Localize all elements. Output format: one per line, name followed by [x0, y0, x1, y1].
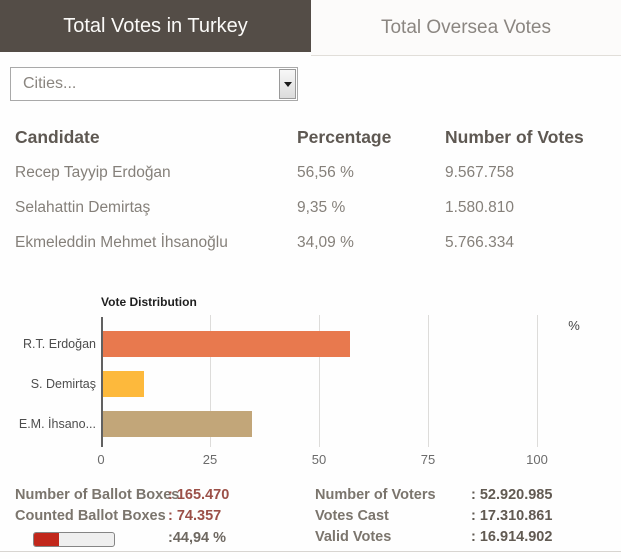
- y-axis-line: [101, 317, 103, 447]
- counted-boxes-label: Counted Ballot Boxes: [15, 508, 166, 524]
- bar-1: [103, 371, 144, 397]
- voters-label: Number of Voters: [315, 487, 436, 503]
- candidate-name: Selahattin Demirtaş: [15, 198, 151, 216]
- column-header-percentage: Percentage: [297, 127, 392, 147]
- candidate-percentage: 9,35 %: [297, 198, 346, 216]
- x-tick-25: 25: [202, 452, 218, 467]
- candidate-votes: 1.580.810: [445, 198, 514, 216]
- cities-select-value: Cities...: [23, 75, 77, 92]
- voters-value: : 52.920.985: [471, 487, 553, 503]
- valid-votes-value: : 16.914.902: [471, 529, 553, 545]
- category-label-0: R.T. Erdoğan: [23, 337, 96, 351]
- x-tick-0: 0: [97, 452, 105, 467]
- candidate-name: Ekmeleddin Mehmet İhsanoğlu: [15, 233, 228, 251]
- progress-fill: [34, 533, 59, 546]
- candidate-votes: 9.567.758: [445, 163, 514, 181]
- column-header-votes: Number of Votes: [445, 127, 584, 147]
- counted-percent-value: :44,94 %: [168, 530, 227, 546]
- gridline-100: [537, 315, 538, 447]
- ballot-boxes-label: Number of Ballot Boxes: [15, 487, 180, 503]
- tab-bar: Total Votes in Turkey Total Oversea Vote…: [0, 0, 621, 56]
- tab-label: Total Oversea Votes: [380, 16, 552, 38]
- ballot-boxes-value: : 165.470: [168, 487, 230, 503]
- category-label-1: S. Demirtaş: [30, 377, 96, 391]
- results-table: Candidate Percentage Number of Votes Rec…: [15, 120, 611, 260]
- vote-distribution-chart: [101, 315, 585, 447]
- percent-unit-label: %: [568, 318, 580, 333]
- counted-boxes-value: : 74.357: [168, 508, 222, 524]
- category-label-2: E.M. İhsano...: [18, 417, 96, 431]
- gridline-75: [428, 315, 429, 447]
- x-tick-50: 50: [311, 452, 327, 467]
- panel-bottom-divider: [0, 551, 621, 552]
- dropdown-button[interactable]: [279, 69, 296, 99]
- chart-title: Vote Distribution: [101, 295, 197, 309]
- bar-2: [103, 411, 252, 437]
- votes-cast-label: Votes Cast: [315, 508, 389, 524]
- votes-cast-value: : 17.310.861: [471, 508, 553, 524]
- counted-progress-bar: [33, 532, 115, 547]
- candidate-percentage: 34,09 %: [297, 233, 354, 251]
- x-tick-75: 75: [420, 452, 436, 467]
- tab-total-oversea-votes[interactable]: Total Oversea Votes: [311, 0, 621, 56]
- candidate-votes: 5.766.334: [445, 233, 514, 251]
- cities-select[interactable]: Cities...: [10, 67, 298, 101]
- tab-total-votes-turkey[interactable]: Total Votes in Turkey: [0, 0, 311, 52]
- candidate-name: Recep Tayyip Erdoğan: [15, 163, 171, 181]
- candidate-percentage: 56,56 %: [297, 163, 354, 181]
- chevron-down-icon: [283, 81, 292, 87]
- column-header-candidate: Candidate: [15, 127, 100, 147]
- tab-label: Total Votes in Turkey: [63, 14, 248, 37]
- bar-0: [103, 331, 350, 357]
- gridline-25: [210, 315, 211, 447]
- valid-votes-label: Valid Votes: [315, 529, 392, 545]
- gridline-50: [319, 315, 320, 447]
- x-tick-100: 100: [526, 452, 548, 467]
